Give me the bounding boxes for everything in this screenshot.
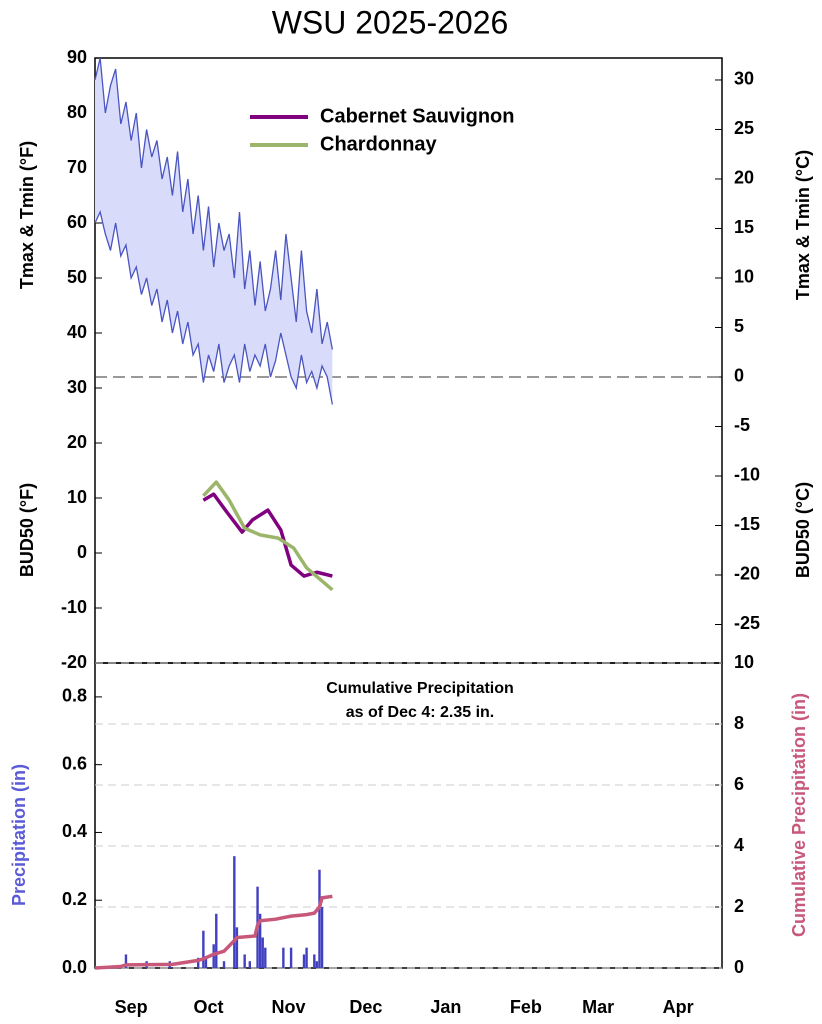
x-tick-label: Nov (272, 997, 306, 1017)
precip-bar (233, 856, 236, 968)
y-tick-label: -20 (61, 652, 87, 672)
bud50-line (202, 492, 333, 578)
y2-tick-label: -15 (734, 514, 760, 534)
annotation: as of Dec 4: 2.35 in. (346, 704, 495, 721)
y2-axis-label: BUD50 (°C) (793, 482, 813, 578)
precip-bar (313, 954, 316, 968)
bud50-line (202, 480, 334, 592)
legend-label: Cabernet Sauvignon (320, 105, 514, 127)
y-tick-label: 60 (67, 212, 87, 232)
precip-bar (202, 930, 205, 968)
precip-bar (289, 947, 293, 968)
y-tick-label: 0.4 (62, 821, 87, 841)
y2-tick-label: 5 (734, 316, 744, 336)
x-tick-label: Jan (430, 997, 461, 1017)
y-tick-label: 0.0 (62, 957, 87, 977)
y-tick-label: 90 (67, 47, 87, 67)
y2-tick-label: -20 (734, 564, 760, 584)
y2-tick-label: 20 (734, 168, 754, 188)
y2-axis-label: Cumulative Precipitation (in) (789, 693, 809, 937)
y2-tick-label: 0 (734, 366, 744, 386)
precip-bar (243, 954, 246, 968)
y2-tick-label: 6 (734, 774, 744, 794)
y-axis-label: Precipitation (in) (9, 764, 29, 906)
precip-bar (215, 913, 218, 968)
precip-bar (197, 957, 200, 968)
y2-tick-label: 4 (734, 835, 744, 855)
precip-bar (258, 913, 262, 968)
precip-bar (204, 957, 208, 968)
precip-bar (315, 961, 319, 968)
y2-tick-label: 2 (734, 896, 744, 916)
y-tick-label: 70 (67, 157, 87, 177)
x-tick-label: Mar (582, 997, 614, 1017)
y2-axis-label: Tmax & Tmin (°C) (793, 150, 813, 300)
precip-bar (318, 869, 321, 968)
chart-title: WSU 2025-2026 (272, 4, 509, 40)
precip-bar (235, 927, 239, 968)
y2-tick-label: -25 (734, 613, 760, 633)
x-tick-label: Feb (510, 997, 542, 1017)
y2-tick-label: -10 (734, 465, 760, 485)
legend-label: Chardonnay (320, 133, 438, 155)
y-tick-label: 0.6 (62, 753, 87, 773)
precip-bar (264, 947, 267, 968)
y2-tick-label: 10 (734, 652, 754, 672)
y2-tick-label: 10 (734, 267, 754, 287)
y-tick-label: 80 (67, 102, 87, 122)
x-tick-label: Dec (349, 997, 382, 1017)
precip-bar (302, 954, 306, 968)
y2-tick-label: 8 (734, 713, 744, 733)
y-tick-label: 20 (67, 432, 87, 452)
precip-bar (124, 954, 128, 968)
precip-bar (248, 961, 252, 968)
y2-tick-label: 25 (734, 118, 754, 138)
annotation: Cumulative Precipitation (326, 680, 514, 697)
precip-bar (305, 947, 308, 968)
tmin-line (94, 210, 334, 405)
y-tick-label: 30 (67, 377, 87, 397)
x-tick-label: Oct (194, 997, 224, 1017)
y-tick-label: 0 (77, 542, 87, 562)
y2-tick-label: -5 (734, 415, 750, 435)
x-tick-label: Sep (115, 997, 148, 1017)
y2-tick-label: 0 (734, 957, 744, 977)
temp-range (95, 58, 333, 405)
y-tick-label: 0.8 (62, 686, 87, 706)
y-tick-label: -10 (61, 597, 87, 617)
y-axis-label: BUD50 (°F) (17, 483, 37, 577)
y-axis-label: Tmax & Tmin (°F) (17, 141, 37, 289)
x-tick-label: Apr (663, 997, 694, 1017)
precip-bar (320, 907, 324, 968)
y-tick-label: 10 (67, 487, 87, 507)
cumulative-line (94, 894, 333, 970)
y2-tick-label: 15 (734, 217, 754, 237)
precip-bar (222, 961, 226, 968)
y2-tick-label: 30 (734, 69, 754, 89)
y-tick-label: 40 (67, 322, 87, 342)
precip-bar (282, 947, 285, 968)
y-tick-label: 50 (67, 267, 87, 287)
precip-bar (261, 937, 264, 968)
tmax-line (94, 57, 334, 350)
y-tick-label: 0.2 (62, 889, 87, 909)
